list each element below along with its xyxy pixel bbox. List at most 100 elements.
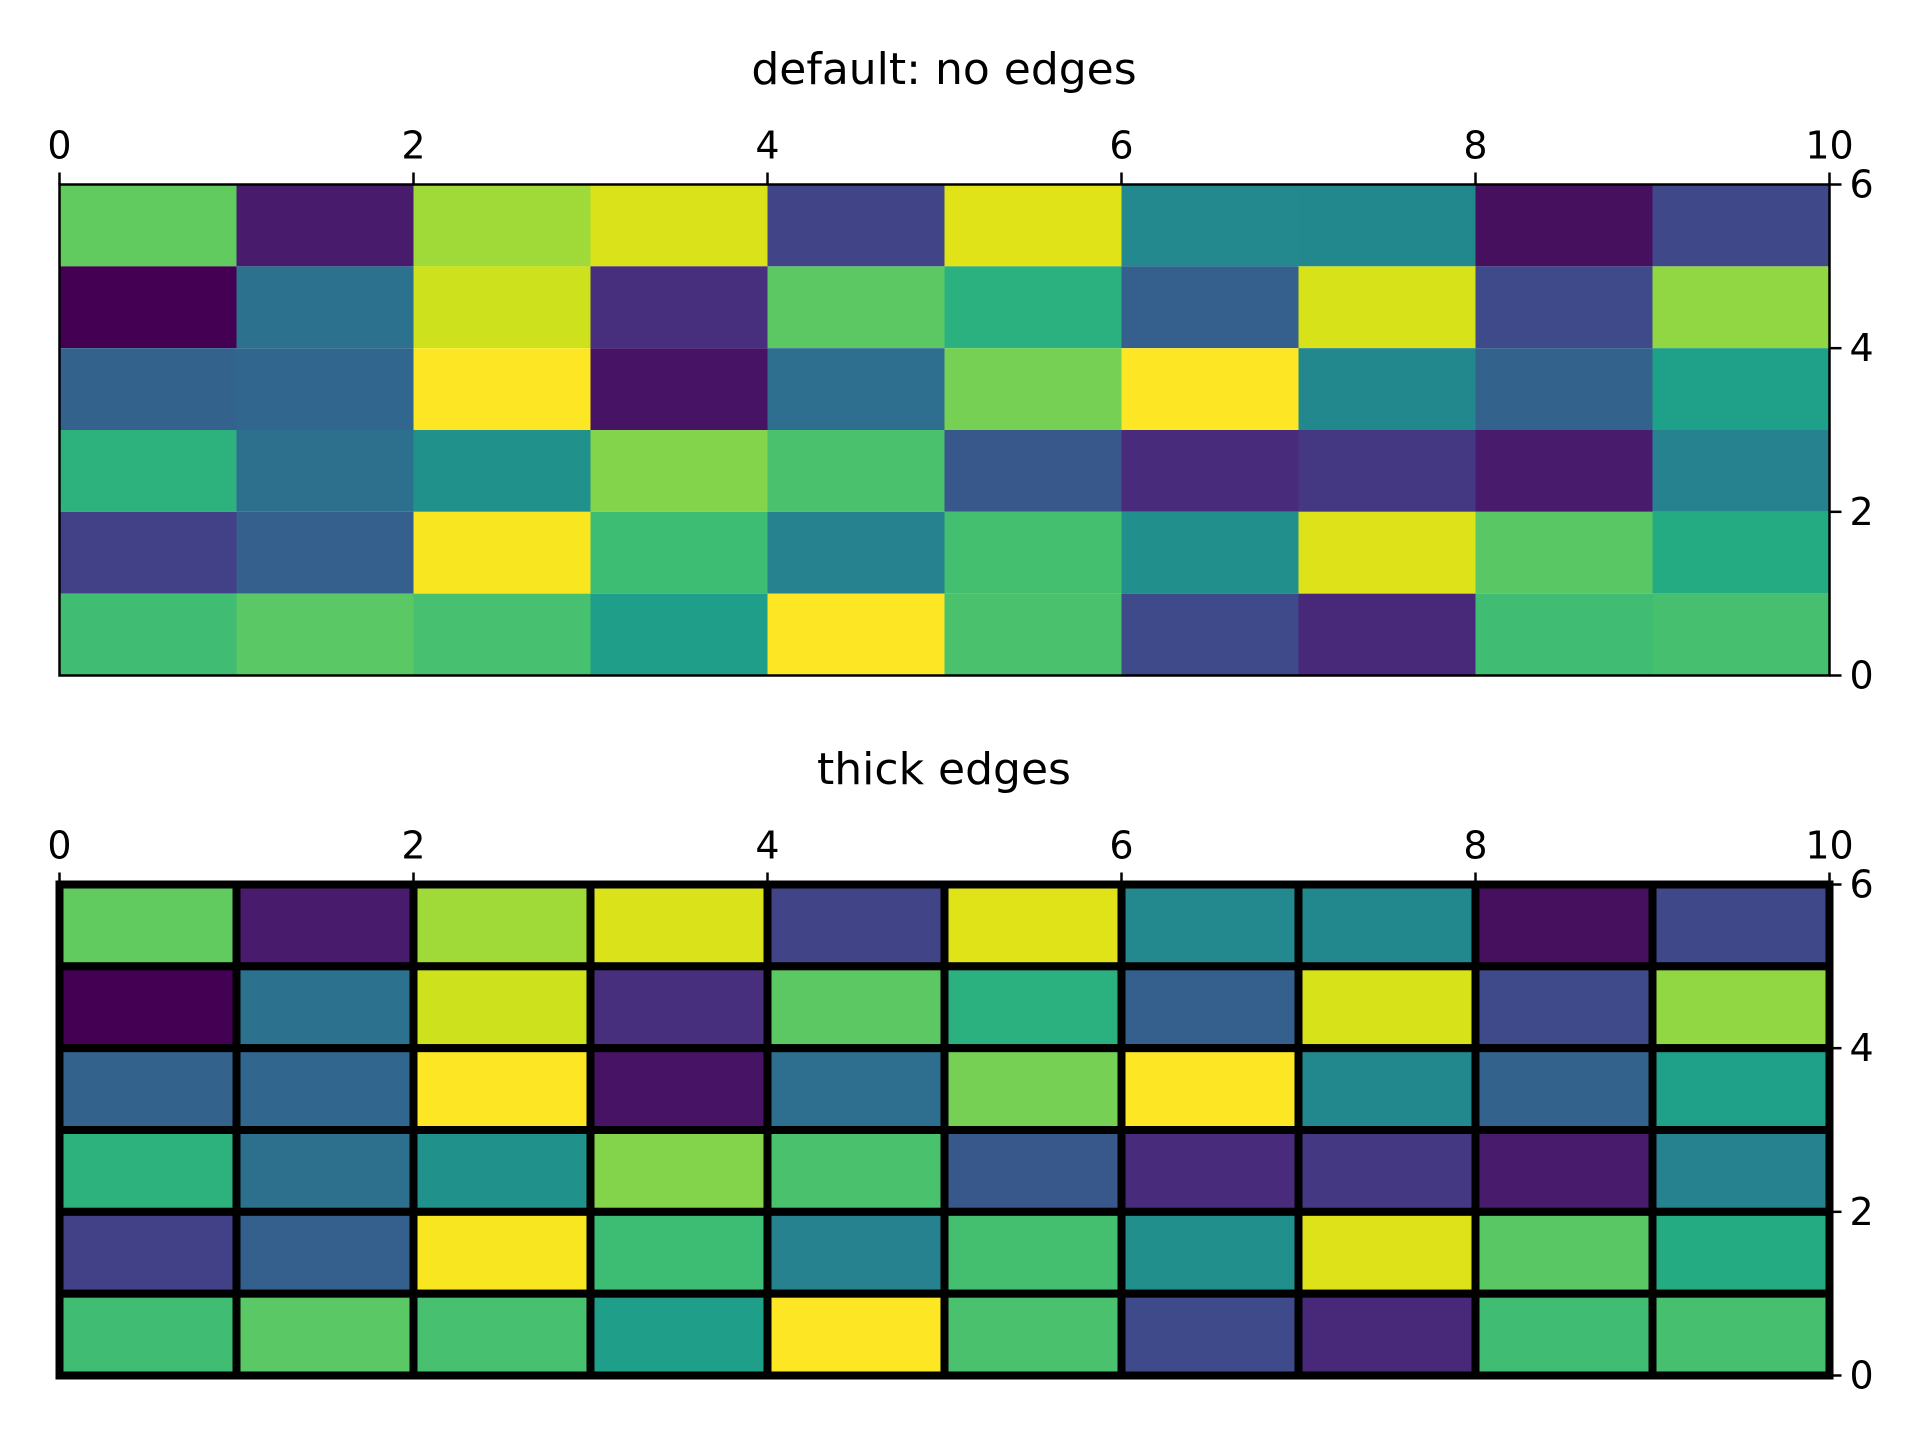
heatmap-cell [586, 1207, 772, 1298]
heatmap-cell [59, 593, 237, 676]
heatmap-cell [413, 511, 591, 594]
y-tick-label: 4 [1850, 326, 1874, 370]
heatmap-cell [1121, 511, 1299, 594]
heatmap-cell [409, 1207, 595, 1298]
heatmap-cell [55, 1289, 241, 1380]
heatmap-cell [1652, 511, 1830, 594]
heatmap-cell [1294, 1207, 1480, 1298]
x-tick-label: 8 [1463, 124, 1487, 168]
heatmap-cell [767, 593, 945, 676]
heatmap-cell [1475, 593, 1653, 676]
heatmap-cell [1475, 348, 1653, 430]
x-tick-label: 2 [401, 124, 425, 168]
heatmap-cell [236, 348, 414, 430]
x-tick-label: 10 [1805, 824, 1853, 868]
heatmap-cell [586, 1289, 772, 1380]
heatmap-cell [55, 962, 241, 1053]
heatmap-cell [409, 1289, 595, 1380]
y-axis-ticks: 0 2 4 6 [1829, 163, 1874, 698]
heatmap-cell [59, 511, 237, 594]
heatmap-cell [413, 430, 591, 512]
heatmap-cell [1117, 1126, 1303, 1216]
heatmap-cell [1652, 348, 1830, 430]
heatmap-cell [590, 266, 768, 349]
x-tick-label: 6 [1109, 124, 1133, 168]
heatmap-cell [59, 184, 237, 267]
y-tick-label: 0 [1850, 1354, 1874, 1398]
heatmap-cell [1121, 348, 1299, 430]
heatmap-cell [236, 430, 414, 512]
heatmap-cell [1648, 1207, 1834, 1298]
heatmap-cells [55, 880, 1834, 1380]
x-tick-label: 4 [755, 824, 779, 868]
heatmap-cell [590, 184, 768, 267]
heatmap-cell [767, 348, 945, 430]
heatmap-cell [1298, 430, 1476, 512]
heatmap-cell [940, 1289, 1126, 1380]
heatmap-cell [59, 348, 237, 430]
heatmap-cell [590, 430, 768, 512]
heatmap-cell [586, 1126, 772, 1216]
heatmap-cell [1471, 962, 1657, 1053]
heatmap-cell [1298, 511, 1476, 594]
heatmap-cell [236, 266, 414, 349]
heatmap-cell [1121, 593, 1299, 676]
heatmap-cell [940, 1126, 1126, 1216]
heatmap-cell [232, 1289, 418, 1380]
x-tick-label: 6 [1109, 824, 1133, 868]
heatmap-cell [1471, 1044, 1657, 1135]
heatmap-cell [1298, 348, 1476, 430]
heatmap-cell [763, 1044, 949, 1135]
heatmap-cell [1294, 880, 1480, 971]
heatmap-cell [413, 348, 591, 430]
x-tick-label: 2 [401, 824, 425, 868]
heatmap-cell [944, 511, 1122, 594]
panel-title: default: no edges [751, 44, 1136, 95]
heatmap-cell [944, 348, 1122, 430]
heatmap-cell [232, 1044, 418, 1135]
heatmap-cell [55, 1207, 241, 1298]
heatmap-cell [940, 1044, 1126, 1135]
y-tick-label: 2 [1850, 490, 1874, 534]
heatmap-cell [1475, 511, 1653, 594]
heatmap-cell [590, 348, 768, 430]
heatmap-cell [1298, 184, 1476, 267]
heatmap-cell [1117, 1289, 1303, 1380]
heatmap-cell [586, 962, 772, 1053]
heatmap-cell [413, 266, 591, 349]
heatmap-cell [1471, 1126, 1657, 1216]
heatmap-cell [232, 1207, 418, 1298]
heatmap-cell [1475, 430, 1653, 512]
heatmap-cell [590, 593, 768, 676]
heatmap-cell [1294, 1126, 1480, 1216]
heatmap-cell [586, 1044, 772, 1135]
heatmap-cell [59, 266, 237, 349]
heatmap-cell [413, 593, 591, 676]
heatmap-cell [944, 593, 1122, 676]
heatmap-cell [763, 962, 949, 1053]
heatmap-cell [1298, 593, 1476, 676]
heatmap-cell [944, 430, 1122, 512]
axes-frame [58, 883, 1831, 1377]
heatmap-cell [590, 511, 768, 594]
x-tick-label: 4 [755, 124, 779, 168]
heatmap-cell [1298, 266, 1476, 349]
heatmap-cell [1475, 266, 1653, 349]
heatmap-cell [55, 1126, 241, 1216]
heatmap-cell [763, 1289, 949, 1380]
heatmap-cell [1652, 593, 1830, 676]
heatmap-cell [1294, 1289, 1480, 1380]
heatmap-cell [1471, 1289, 1657, 1380]
x-tick-label: 0 [47, 824, 71, 868]
heatmap-cell [409, 1126, 595, 1216]
y-tick-label: 0 [1850, 654, 1874, 698]
heatmap-cell [944, 266, 1122, 349]
heatmap-cell [1121, 184, 1299, 267]
heatmap-cell [236, 184, 414, 267]
heatmap-cell [1471, 880, 1657, 971]
heatmap-cell [763, 1126, 949, 1216]
heatmap-cell [1294, 1044, 1480, 1135]
heatmap-cell [236, 593, 414, 676]
heatmap-cell [767, 511, 945, 594]
